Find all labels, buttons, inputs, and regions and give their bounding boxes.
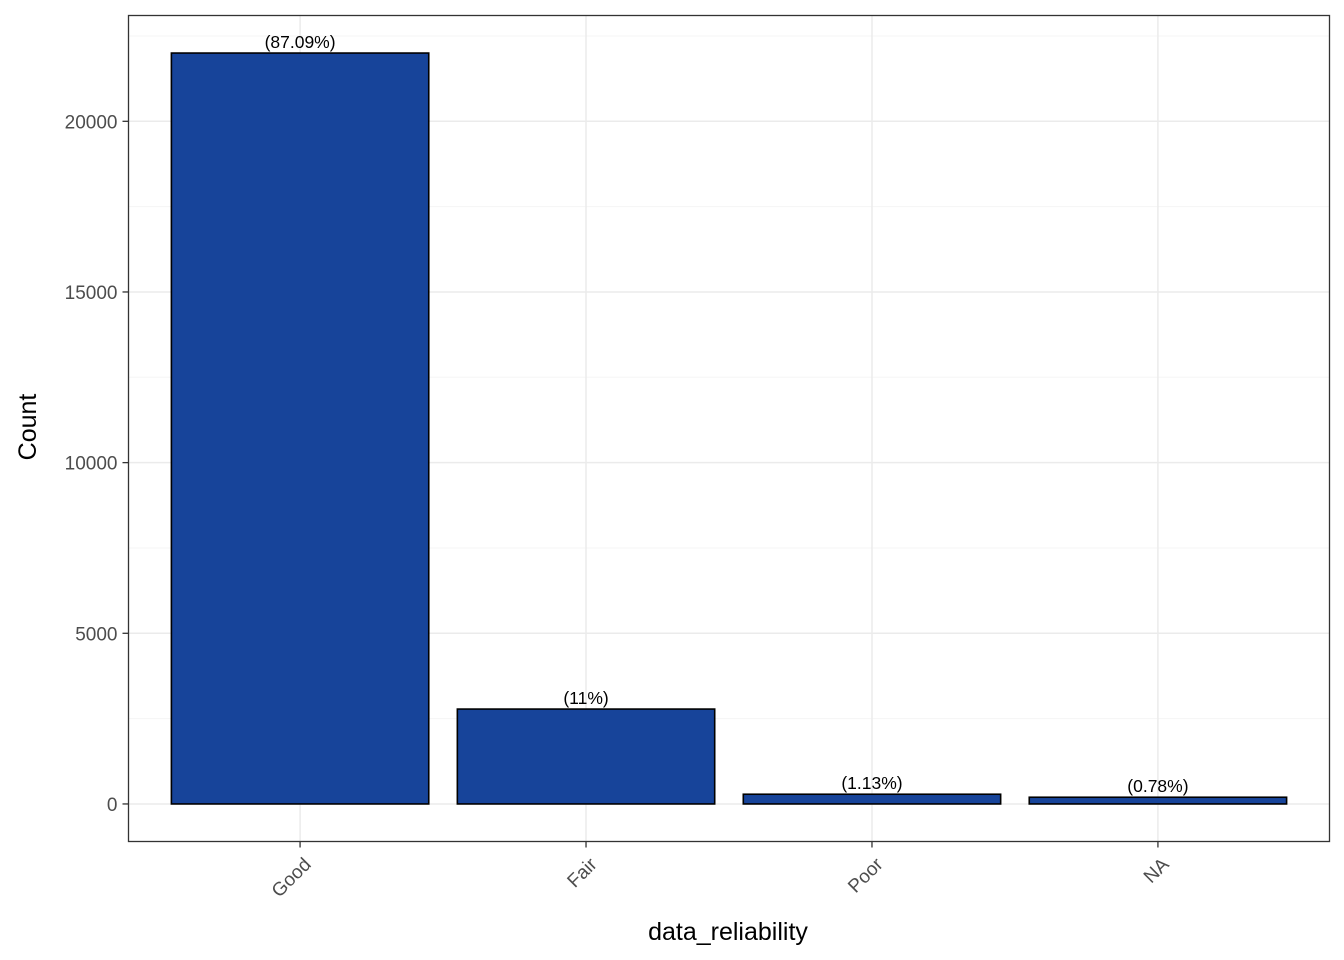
data-labels: (87.09%) (11%) (1.13%) (0.78%) <box>265 32 1189 796</box>
bar-fair <box>456 708 716 805</box>
y-tick-label: 0 <box>107 795 118 816</box>
y-tick-label: 5000 <box>75 624 117 645</box>
x-tick-label-good: Good <box>268 854 316 902</box>
y-axis-title: Count <box>14 394 42 461</box>
data-label-poor: (1.13%) <box>841 773 902 793</box>
y-tick-label: 20000 <box>65 112 118 133</box>
x-axis-title: data_reliability <box>648 918 808 946</box>
y-tick-label: 10000 <box>65 454 118 475</box>
x-axis: Good Fair Poor NA <box>268 841 1174 902</box>
y-tick-label: 15000 <box>65 283 118 304</box>
x-tick-label-na: NA <box>1140 854 1174 888</box>
y-axis: 0 5000 10000 15000 20000 <box>65 112 129 816</box>
bar-na <box>1028 796 1288 805</box>
data-label-na: (0.78%) <box>1127 776 1188 796</box>
x-tick-label-fair: Fair <box>564 854 602 892</box>
panel-border <box>127 14 1331 843</box>
data-label-good: (87.09%) <box>265 32 336 52</box>
bar-good <box>170 52 430 805</box>
bars <box>170 52 1288 805</box>
data-label-fair: (11%) <box>563 688 608 708</box>
bar-poor <box>742 793 1002 805</box>
x-tick-label-poor: Poor <box>844 854 888 898</box>
